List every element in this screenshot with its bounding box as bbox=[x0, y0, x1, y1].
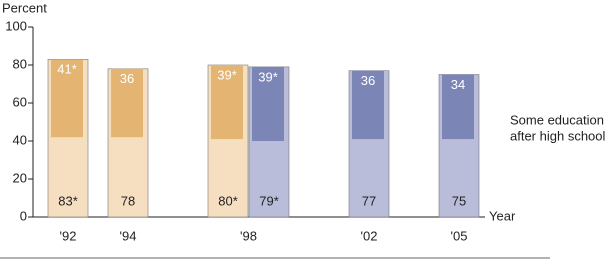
y-tick-label: 60 bbox=[13, 94, 27, 109]
segment-label: 39* bbox=[258, 69, 278, 84]
x-tick-label: '94 bbox=[120, 228, 137, 243]
segment-label: 36 bbox=[361, 73, 375, 88]
y-axis-label: Percent bbox=[2, 0, 47, 15]
x-axis-label: Year bbox=[489, 208, 516, 223]
value-label: 83* bbox=[58, 193, 78, 208]
value-label: 80* bbox=[218, 193, 238, 208]
annotation: Some education bbox=[510, 112, 604, 127]
x-tick-label: '05 bbox=[451, 228, 468, 243]
x-tick-label: '02 bbox=[361, 228, 378, 243]
x-tick-label: '92 bbox=[60, 228, 77, 243]
annotation: after high school bbox=[510, 128, 606, 143]
value-label: 77 bbox=[362, 193, 376, 208]
bar-segment bbox=[352, 70, 384, 140]
bar-segment bbox=[442, 74, 474, 140]
bar-segment bbox=[252, 66, 284, 141]
y-tick-label: 80 bbox=[13, 56, 27, 71]
y-tick-label: 20 bbox=[13, 170, 27, 185]
bar-segment bbox=[211, 65, 243, 140]
value-label: 78 bbox=[121, 193, 135, 208]
segment-label: 34 bbox=[451, 77, 465, 92]
segment-label: 39* bbox=[217, 67, 237, 82]
bar-segment bbox=[111, 68, 143, 138]
y-tick-label: 100 bbox=[5, 18, 27, 33]
bar-segment bbox=[51, 59, 83, 138]
y-tick-label: 0 bbox=[20, 208, 27, 223]
x-tick-label: '98 bbox=[240, 228, 257, 243]
segment-label: 36 bbox=[120, 71, 134, 86]
segment-label: 41* bbox=[57, 62, 77, 77]
value-label: 79* bbox=[259, 193, 279, 208]
y-tick-label: 40 bbox=[13, 132, 27, 147]
value-label: 75 bbox=[452, 193, 466, 208]
